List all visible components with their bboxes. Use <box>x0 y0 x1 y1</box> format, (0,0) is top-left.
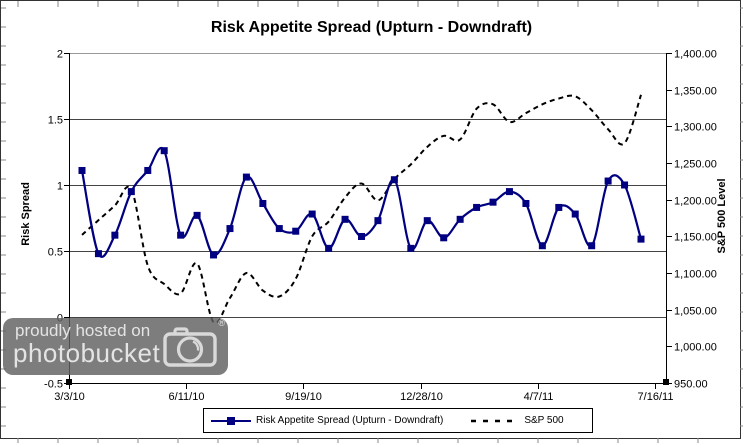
risk-series-marker <box>226 225 234 233</box>
sp500-series-line <box>81 94 642 325</box>
risk-series-marker <box>177 231 185 239</box>
left-axis-tick-label: 1 <box>57 181 63 193</box>
x-axis-tick-label: 3/3/10 <box>54 391 85 403</box>
risk-series-marker <box>275 225 283 233</box>
left-axis-tick-label: 0.5 <box>48 247 63 259</box>
risk-series-marker <box>473 203 481 211</box>
risk-series-marker <box>588 242 596 250</box>
risk-series-marker <box>621 181 629 189</box>
watermark-line2: photobucket <box>13 338 161 368</box>
axis-corner-square <box>66 379 72 385</box>
risk-series-line <box>80 147 643 258</box>
right-axis-tick-label: 1,400.00 <box>674 49 717 61</box>
left-axis-tick-label: 1.5 <box>48 115 63 127</box>
risk-series-marker <box>489 198 497 206</box>
right-axis-tick-label: 1,050.00 <box>674 306 717 318</box>
risk-series-marker <box>144 166 152 174</box>
risk-series-marker <box>604 177 612 185</box>
x-axis-tick-label: 12/28/10 <box>400 391 443 403</box>
risk-series-marker <box>390 176 398 184</box>
right-axis-tick-label: 1,250.00 <box>674 159 717 171</box>
right-axis-tick-label: 1,300.00 <box>674 122 717 134</box>
legend-label-risk: Risk Appetite Spread (Upturn - Downdraft… <box>256 415 444 426</box>
risk-series-marker <box>456 215 464 223</box>
risk-series-marker <box>193 211 201 219</box>
right-axis-tick-label: 1,350.00 <box>674 86 717 98</box>
right-axis-tick-label: 1,150.00 <box>674 232 717 244</box>
risk-series-marker <box>423 217 431 225</box>
risk-series-marker <box>374 217 382 225</box>
x-axis-tick-label: 6/11/10 <box>169 391 205 403</box>
risk-series-marker <box>127 188 135 196</box>
risk-series-marker <box>325 244 333 252</box>
risk-series-marker <box>358 232 365 240</box>
left-axis-tick-label: 2 <box>57 49 63 61</box>
photobucket-watermark: proudly hosted on photobucket ® <box>3 318 228 375</box>
risk-series-marker <box>292 227 300 235</box>
risk-series-marker <box>538 242 546 250</box>
watermark-line1: proudly hosted on <box>15 321 151 340</box>
risk-series-marker <box>78 166 86 174</box>
right-axis-title: S&P 500 Level <box>716 178 728 254</box>
left-axis-tick-label: -0.5 <box>44 379 63 391</box>
risk-series-marker <box>407 244 415 252</box>
risk-series-marker <box>242 173 250 181</box>
legend: Risk Appetite Spread (Upturn - Downdraft… <box>203 408 593 433</box>
legend-label-sp500: S&P 500 <box>524 415 564 426</box>
sp500-series-key-icon <box>471 419 520 422</box>
axis-corner-square <box>663 379 669 385</box>
camera-icon <box>163 327 217 367</box>
x-axis-tick-label: 7/16/11 <box>638 391 674 403</box>
right-axis-tick-label: 950.00 <box>674 379 708 391</box>
right-axis-tick-label: 1,100.00 <box>674 269 717 281</box>
left-axis-title: Risk Spread <box>20 182 32 246</box>
risk-series-marker <box>571 210 579 218</box>
right-axis-tick-label: 1,200.00 <box>674 196 717 208</box>
risk-series-marker <box>94 250 102 258</box>
registered-mark: ® <box>218 318 225 328</box>
risk-series-marker <box>111 231 119 239</box>
risk-series-marker <box>440 234 448 242</box>
risk-series-marker <box>341 215 349 223</box>
risk-series-marker <box>555 203 563 211</box>
risk-series-marker <box>637 235 645 243</box>
x-axis-tick-label: 4/7/11 <box>524 391 554 403</box>
risk-series-marker <box>160 147 168 155</box>
risk-series-key-icon <box>211 416 251 425</box>
x-axis-tick-label: 9/19/10 <box>285 391 322 403</box>
risk-series-marker <box>259 199 267 207</box>
risk-series-marker <box>522 199 530 207</box>
risk-series-marker <box>505 188 513 196</box>
right-axis-tick-label: 1,000.00 <box>674 342 717 354</box>
chart-title: Risk Appetite Spread (Upturn - Downdraft… <box>210 19 533 36</box>
risk-series-marker <box>210 251 218 259</box>
risk-series-marker <box>308 210 316 218</box>
